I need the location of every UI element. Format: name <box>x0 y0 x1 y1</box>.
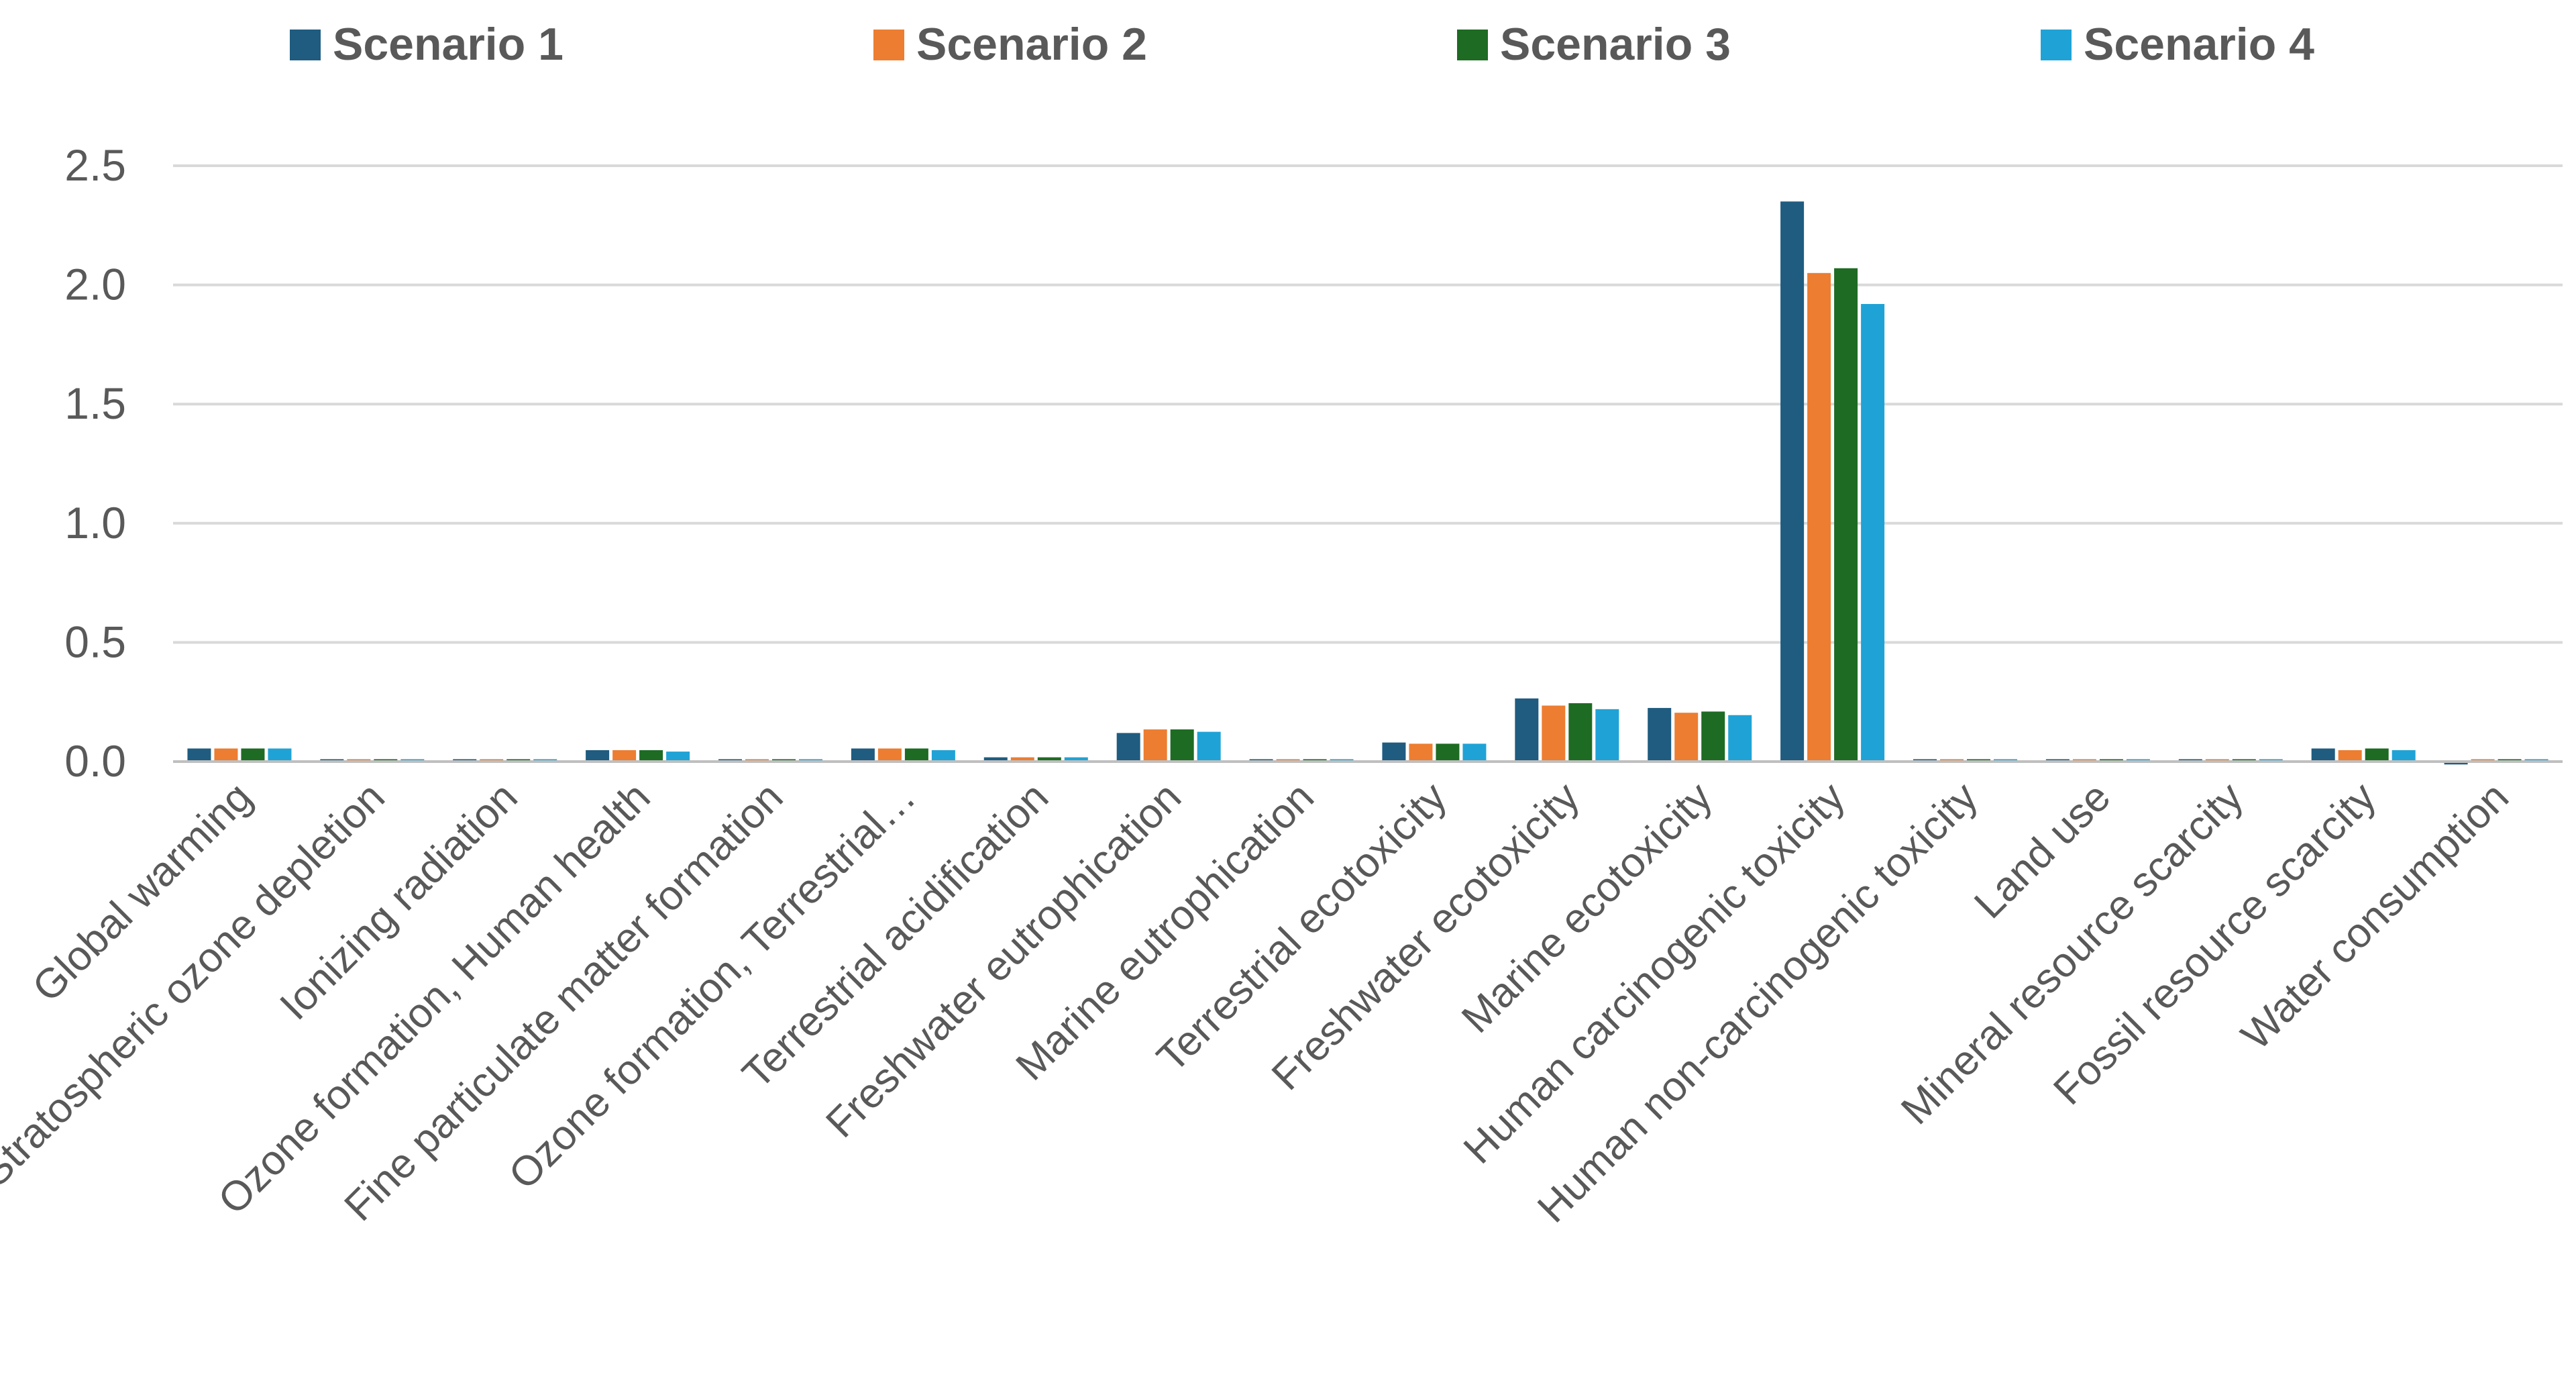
x-tick-label: Water consumption <box>2233 774 2518 1059</box>
legend-label: Scenario 2 <box>916 19 1147 70</box>
legend-item: Scenario 2 <box>873 19 1147 70</box>
bar <box>1834 268 1858 762</box>
legend-swatch <box>1457 30 1488 60</box>
legend-item: Scenario 3 <box>1457 19 1731 70</box>
legend-item: Scenario 1 <box>290 19 564 70</box>
y-tick-label: 0.5 <box>64 617 126 666</box>
bar <box>1170 729 1194 762</box>
series-1 <box>187 201 2468 765</box>
bar <box>1037 757 1061 762</box>
bar <box>1143 729 1167 762</box>
bar <box>877 748 902 762</box>
legend-label: Scenario 3 <box>1500 19 1731 70</box>
bar <box>1568 703 1593 762</box>
legend-swatch <box>873 30 904 60</box>
x-tick-label: Marine ecotoxicity <box>1453 774 1721 1042</box>
bar <box>1595 709 1619 762</box>
bar <box>1542 705 1566 762</box>
bar <box>2311 748 2335 762</box>
bar <box>586 750 610 762</box>
legend-swatch <box>2041 30 2072 60</box>
legend-swatch <box>290 30 321 60</box>
bar <box>851 748 875 762</box>
bar <box>666 752 690 762</box>
bar <box>2392 750 2416 762</box>
y-axis-ticks: 0.0 0.5 1.0 1.5 2.0 2.5 <box>64 140 126 786</box>
bar <box>1116 733 1140 762</box>
legend-label: Scenario 1 <box>333 19 564 70</box>
y-tick-label: 0.0 <box>64 736 126 786</box>
x-tick-label: Global warming <box>23 774 260 1011</box>
legend: Scenario 1 Scenario 2 Scenario 3 Scenario 4 <box>290 19 2314 70</box>
gridlines <box>173 164 2563 644</box>
bar <box>1436 743 1460 762</box>
series-4 <box>268 304 2548 762</box>
x-tick-label: Ionizing radiation <box>271 774 526 1029</box>
bar <box>2338 750 2362 762</box>
y-tick-label: 1.0 <box>64 498 126 548</box>
bar <box>1010 757 1034 762</box>
bar <box>1197 731 1221 762</box>
bar <box>1462 743 1487 762</box>
legend-label: Scenario 4 <box>2084 19 2314 70</box>
bar <box>931 750 955 762</box>
bar <box>214 748 238 762</box>
y-tick-label: 2.5 <box>64 140 126 190</box>
bar <box>241 748 265 762</box>
bar <box>187 748 211 762</box>
bar <box>1728 715 1752 762</box>
bar <box>1515 698 1539 762</box>
bar <box>1674 713 1699 762</box>
bar <box>1064 757 1088 762</box>
legend-item: Scenario 4 <box>2041 19 2314 70</box>
bar <box>639 750 663 762</box>
y-tick-label: 1.5 <box>64 378 126 428</box>
series-3 <box>241 268 2522 762</box>
y-tick-label: 2.0 <box>64 260 126 309</box>
bar <box>1701 711 1725 762</box>
bar <box>1861 304 1885 762</box>
bar <box>268 748 292 762</box>
bar <box>1409 743 1433 762</box>
bar <box>2444 762 2468 765</box>
bar <box>1807 272 1831 762</box>
bar <box>1648 708 1672 762</box>
bar <box>904 748 928 762</box>
bar <box>1382 742 1406 762</box>
bar <box>612 750 637 762</box>
bar <box>983 757 1008 762</box>
bar <box>2365 748 2389 762</box>
series-2 <box>214 272 2495 762</box>
bar <box>1780 201 1805 762</box>
bars <box>187 201 2548 765</box>
